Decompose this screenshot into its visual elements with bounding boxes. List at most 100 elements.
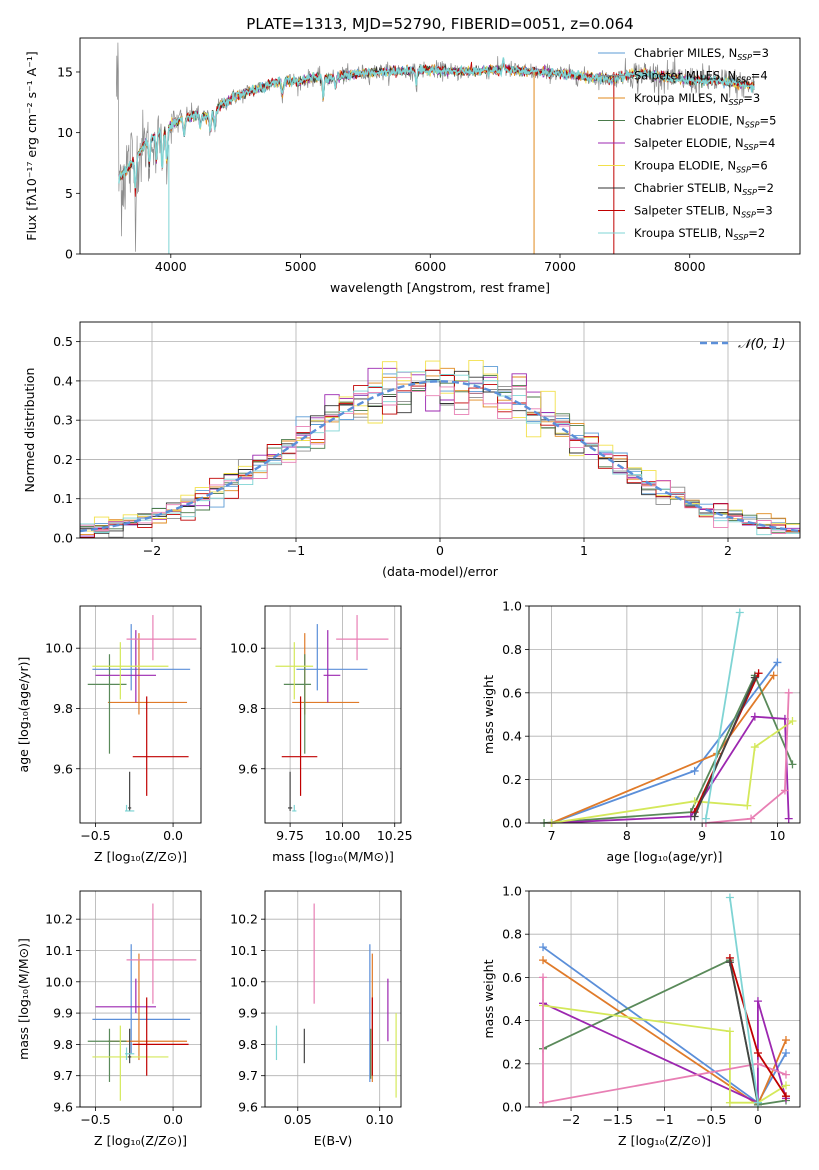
y-tick-label: 0 [65,247,73,262]
y-tick-label: 9.6 [53,761,73,776]
mass-weight-marker [784,814,793,823]
y-tick-label: 0.2 [53,452,73,467]
mass-weight-marker [784,688,793,697]
mass-weight-marker [781,1036,790,1045]
legend-label: Kroupa ELODIE, NSSP=6 [634,159,768,175]
x-tick-label: −2 [143,543,161,558]
x-tick-label: 0.10 [366,1112,394,1127]
x-tick-label: 8000 [674,259,706,274]
y-tick-label: 10.0 [45,974,73,989]
mass-weight-line [705,612,741,819]
axes-frame [264,605,402,824]
y-tick-label: 0.6 [502,970,522,985]
mass-weight-marker [750,712,759,721]
y-tick-label: 0.8 [502,642,522,657]
mass-weight-marker [539,1098,548,1107]
x-axis-label: Z [log₁₀(Z/Z⊙)] [618,1133,711,1148]
y-tick-label: 0.4 [502,1013,522,1028]
y-axis-label: mass [log₁₀(M/M⊙)] [16,938,31,1060]
mass-weight-marker [753,1049,762,1057]
x-tick-label: −0.5 [80,1112,110,1127]
mass-weight-marker [769,671,778,680]
x-tick-label: 9 [698,828,706,843]
panel-weight_vs_age: 7 8 9 10 0.0 0.2 0.4 0.6 0.8 1.0 age [log₁₀(age/yr… [481,599,801,864]
mass-weight-line [729,962,759,1103]
legend-label: Chabrier MILES, NSSP=3 [634,46,769,62]
mass-weight-marker [747,814,756,823]
axes-frame [528,890,801,1108]
x-tick-label: −1 [287,543,305,558]
y-tick-label: 0.0 [502,816,522,831]
x-axis-label: E(B-V) [314,1133,353,1148]
y-tick-label: 9.6 [53,1100,73,1115]
normal-distribution-curve [80,380,800,533]
panel-weight_vs_Z: −2 −1.5 −1 −0.5 0 0.0 0.2 0.4 0.6 0.8 1.0 Z [log₁₀(… [481,884,801,1148]
mass-weight-marker [781,1092,790,1101]
mass-weight-marker [780,786,789,795]
y-tick-label: 1.0 [502,599,522,614]
mass-weight-marker [539,943,548,952]
y-tick-label: 0.2 [502,1056,522,1071]
mass-weight-marker [788,760,797,769]
axes-frame [79,321,801,539]
y-tick-label: 10.1 [230,943,258,958]
figure-title: PLATE=1313, MJD=52790, FIBERID=0051, z=0… [246,15,633,33]
y-tick-label: 10.2 [45,912,73,927]
x-tick-label: 10.25 [377,828,413,843]
mass-weight-marker [743,801,752,810]
x-axis-label: (data-model)/error [382,564,499,579]
y-tick-label: 10.0 [45,641,73,656]
mass-weight-marker [781,1081,790,1090]
x-axis-label: wavelength [Angstrom, rest frame] [330,280,550,295]
x-tick-label: 0.0 [163,828,183,843]
y-tick-label: 9.8 [53,701,73,716]
y-tick-label: 9.8 [238,701,258,716]
legend-label: Salpeter STELIB, NSSP=3 [634,204,773,220]
x-tick-label: 10.00 [325,828,361,843]
mass-weight-line [693,677,756,817]
mass-weight-marker [753,997,762,1006]
mass-weight-marker [788,717,797,726]
mass-weight-marker [725,1027,734,1036]
mass-weight-line [705,692,790,823]
panel-residuals: −2 −1 0 1 2 0.0 0.1 0.2 0.3 0.4 0.5 (data-model)/er… [22,321,801,579]
mass-weight-marker [750,743,759,752]
x-tick-label: −0.5 [696,1112,726,1127]
y-tick-label: 10 [57,125,73,140]
mass-weight-marker [754,669,763,678]
panel-age_vs_Z: −0.5 0.0 9.6 9.8 10.0 Z [log₁₀(Z/Z⊙)] age [log… [16,605,202,864]
y-tick-label: 10.1 [45,943,73,958]
y-tick-label: 0.6 [502,685,522,700]
x-tick-label: 0.0 [163,1112,183,1127]
x-tick-label: −2 [562,1112,580,1127]
y-axis-label: Flux [fλ10⁻¹⁷ erg cm⁻² s⁻¹ A⁻¹] [24,51,39,240]
y-tick-label: 10.0 [230,974,258,989]
mass-weight-marker [539,956,548,965]
y-tick-label: 5 [65,186,73,201]
panel-age_vs_mass: 9.75 10.00 10.25 9.6 9.8 10.0 mass [log₁₀(M/M⊙… [230,605,413,864]
mass-weight-marker [735,608,744,617]
x-tick-label: 1 [580,543,588,558]
legend-label: Chabrier ELODIE, NSSP=5 [634,114,776,130]
x-tick-label: −0.5 [80,828,110,843]
mass-weight-marker [781,1049,790,1057]
x-tick-label: 10 [769,828,785,843]
y-tick-label: 1.0 [502,884,522,899]
y-tick-label: 9.7 [53,1068,73,1083]
axes-frame [264,890,402,1108]
y-tick-label: 0.1 [53,491,73,506]
y-tick-label: 0.3 [53,413,73,428]
mass-weight-marker [753,1059,762,1068]
x-tick-label: 9.75 [276,828,304,843]
x-axis-label: Z [log₁₀(Z/Z⊙)] [94,849,187,864]
x-tick-label: 0 [436,543,444,558]
axes-frame [79,37,801,255]
y-tick-label: 0.4 [53,373,73,388]
x-tick-label: 7000 [544,259,576,274]
x-axis-label: mass [log₁₀(M/M⊙)] [272,849,394,864]
y-axis-label: age [log₁₀(age/yr)] [16,657,31,773]
axes-frame [528,605,801,824]
y-tick-label: 9.8 [238,1037,258,1052]
